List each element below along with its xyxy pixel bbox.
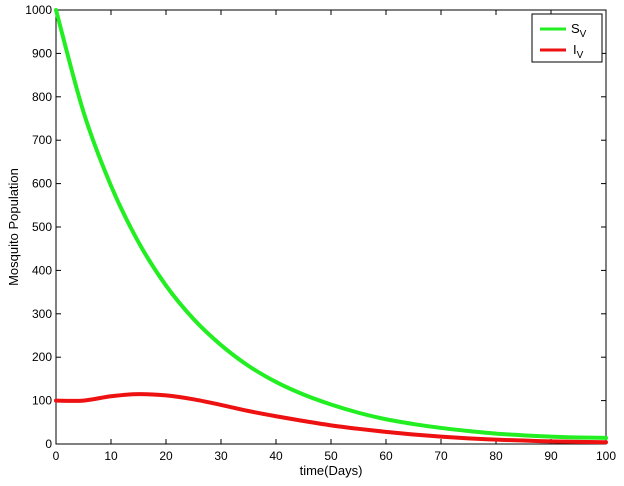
y-tick-label: 200 (32, 350, 52, 364)
x-tick-label: 80 (489, 449, 503, 463)
x-tick-label: 40 (269, 449, 283, 463)
y-axis-label: Mosquito Population (6, 168, 21, 286)
x-tick-label: 0 (53, 449, 60, 463)
x-tick-label: 30 (214, 449, 228, 463)
x-axis-label: time(Days) (300, 463, 363, 478)
y-tick-label: 400 (32, 263, 52, 277)
legend-label-iv: IV (573, 42, 584, 61)
x-tick-label: 60 (379, 449, 393, 463)
y-tick-label: 800 (32, 90, 52, 104)
legend: SV IV (531, 13, 603, 63)
x-tick-label: 70 (434, 449, 448, 463)
y-tick-label: 600 (32, 177, 52, 191)
y-tick-label: 300 (32, 307, 52, 321)
series-lines (54, 8, 608, 445)
series-line-sv (54, 8, 608, 440)
x-tick-label: 10 (104, 449, 118, 463)
plot-area (55, 9, 607, 445)
series-line-iv (54, 392, 608, 445)
x-tick-label: 100 (596, 449, 616, 463)
legend-box (531, 13, 603, 63)
y-tick-label: 100 (32, 394, 52, 408)
legend-label-sv: SV (571, 21, 587, 40)
y-tick-label: 1000 (25, 3, 52, 17)
y-tick-label: 500 (32, 220, 52, 234)
x-tick-label: 20 (159, 449, 173, 463)
x-tick-label: 50 (324, 449, 338, 463)
y-tick-label: 700 (32, 133, 52, 147)
y-tick-label: 0 (45, 437, 52, 451)
x-axis-ticks: 0 10 20 30 40 50 60 70 80 90 100 (53, 10, 616, 463)
y-tick-label: 900 (32, 46, 52, 60)
x-tick-label: 90 (544, 449, 558, 463)
